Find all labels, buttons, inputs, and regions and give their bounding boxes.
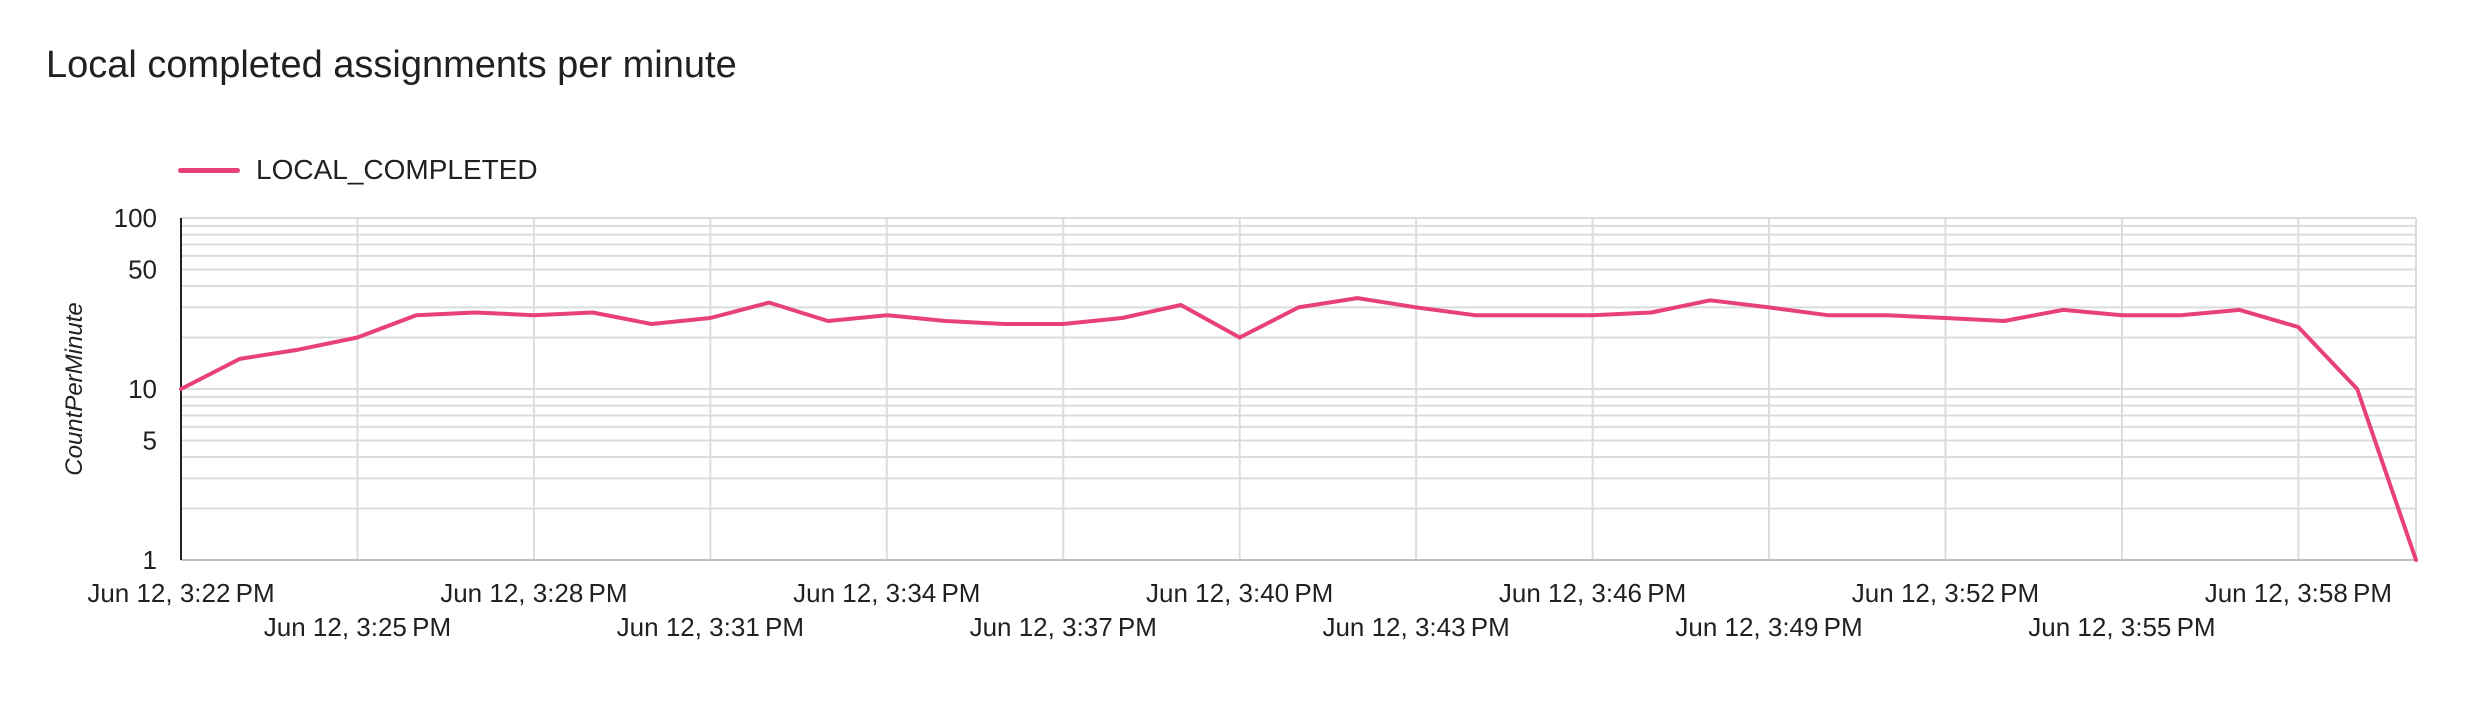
data-point [1178, 302, 1184, 308]
data-point [1648, 310, 1654, 316]
data-point [2237, 307, 2243, 313]
data-point [1884, 312, 1890, 318]
data-point [1413, 304, 1419, 310]
data-point [1942, 315, 1948, 321]
data-point [413, 312, 419, 318]
x-tick-label: Jun 12, 3:46 PM [1499, 578, 1686, 608]
data-point [1001, 321, 1007, 327]
data-point [2060, 307, 2066, 313]
y-tick-label: 50 [128, 254, 157, 284]
data-point [1354, 295, 1360, 301]
x-tick-label: Jun 12, 3:49 PM [1675, 612, 1862, 642]
data-point [296, 347, 302, 353]
data-point [1237, 335, 1243, 341]
data-point [1060, 321, 1066, 327]
data-point [2178, 312, 2184, 318]
x-tick-label: Jun 12, 3:40 PM [1146, 578, 1333, 608]
data-point [884, 312, 890, 318]
data-point [2295, 324, 2301, 330]
y-tick-label: 5 [143, 425, 157, 455]
data-point [1119, 315, 1125, 321]
data-point [1825, 312, 1831, 318]
data-point [1590, 312, 1596, 318]
data-point [649, 321, 655, 327]
y-tick-label: 100 [114, 203, 157, 233]
data-point [472, 310, 478, 316]
y-tick-label: 1 [143, 545, 157, 575]
data-point [1531, 312, 1537, 318]
x-tick-label: Jun 12, 3:58 PM [2205, 578, 2392, 608]
data-point [1766, 304, 1772, 310]
x-tick-label: Jun 12, 3:31 PM [617, 612, 804, 642]
data-point [707, 315, 713, 321]
data-point [766, 300, 772, 306]
x-tick-label: Jun 12, 3:55 PM [2028, 612, 2215, 642]
data-point [2001, 318, 2007, 324]
data-point [354, 335, 360, 341]
x-tick-label: Jun 12, 3:43 PM [1322, 612, 1509, 642]
x-tick-label: Jun 12, 3:22 PM [87, 578, 274, 608]
data-point [2354, 386, 2360, 392]
data-point [943, 318, 949, 324]
data-point [2413, 557, 2419, 563]
data-point [1472, 312, 1478, 318]
y-tick-label: 10 [128, 374, 157, 404]
data-point [1707, 297, 1713, 303]
x-tick-label: Jun 12, 3:37 PM [970, 612, 1157, 642]
x-tick-label: Jun 12, 3:52 PM [1852, 578, 2039, 608]
data-point [531, 312, 537, 318]
data-point [1296, 304, 1302, 310]
x-tick-label: Jun 12, 3:28 PM [440, 578, 627, 608]
data-point [237, 356, 243, 362]
data-point [590, 310, 596, 316]
x-tick-label: Jun 12, 3:34 PM [793, 578, 980, 608]
x-tick-label: Jun 12, 3:25 PM [264, 612, 451, 642]
data-point [825, 318, 831, 324]
y-axis-title: CountPerMinute [61, 302, 88, 475]
data-point [2119, 312, 2125, 318]
data-point [178, 386, 184, 392]
